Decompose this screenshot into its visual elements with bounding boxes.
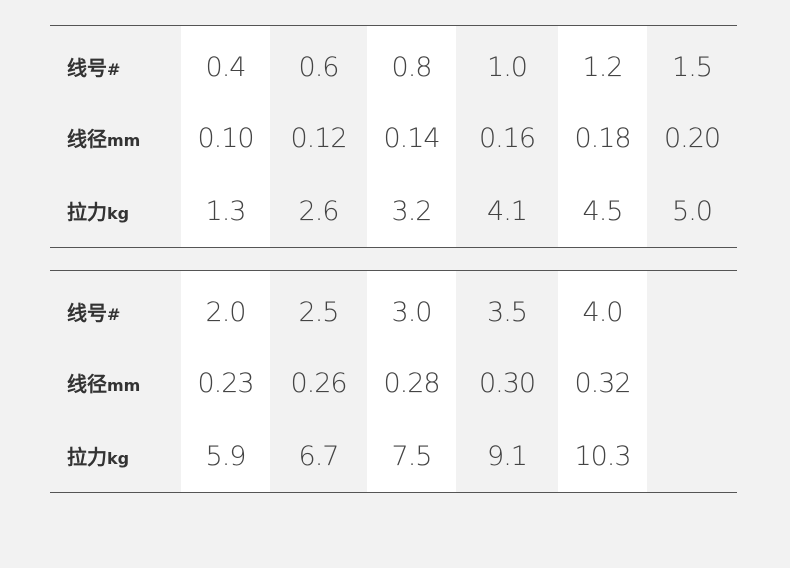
value-cell: 2.6 <box>298 196 340 227</box>
row-label: 线号# <box>67 48 120 88</box>
value-cell: 0.30 <box>478 368 536 399</box>
row-label: 线径mm <box>67 364 140 404</box>
value-cell: 1.3 <box>205 196 247 227</box>
label-text: 拉力 <box>67 200 107 224</box>
label-text: 线号 <box>67 301 107 325</box>
label-text: 线径 <box>67 372 107 396</box>
value-cell: 0.4 <box>205 52 247 83</box>
bottom-rule <box>50 492 737 493</box>
value-cell: 0.28 <box>383 368 440 399</box>
bottom-rule <box>50 247 737 248</box>
value-cell: 0.16 <box>478 123 536 154</box>
row-label: 线径mm <box>67 119 140 159</box>
value-cell: 0.8 <box>391 52 433 83</box>
value-cell: 0.32 <box>574 368 631 399</box>
row-label: 线号# <box>67 293 120 333</box>
value-cell: 0.6 <box>298 52 340 83</box>
top-rule <box>50 270 737 271</box>
column-stripe <box>181 271 270 492</box>
label-unit: kg <box>107 204 130 223</box>
column-stripe <box>181 26 270 247</box>
value-cell: 1.0 <box>487 52 528 83</box>
column-stripe <box>558 26 647 247</box>
top-rule <box>50 25 737 26</box>
row-label: 拉力kg <box>67 192 129 232</box>
value-cell: 4.1 <box>487 196 528 227</box>
value-cell: 0.12 <box>290 123 347 154</box>
value-cell: 5.9 <box>205 441 247 472</box>
value-cell: 4.5 <box>582 196 624 227</box>
row-label: 拉力kg <box>67 437 129 477</box>
value-cell: 1.5 <box>672 52 713 83</box>
value-cell: 4.0 <box>582 297 624 328</box>
value-cell: 9.1 <box>487 441 528 472</box>
label-text: 线径 <box>67 127 107 151</box>
value-cell: 7.5 <box>391 441 433 472</box>
value-cell: 0.10 <box>197 123 254 154</box>
column-stripe <box>367 26 456 247</box>
label-unit: mm <box>107 376 141 395</box>
label-unit: kg <box>107 449 130 468</box>
value-cell: 3.5 <box>487 297 528 328</box>
value-cell: 2.0 <box>205 297 247 328</box>
label-text: 线号 <box>67 56 107 80</box>
value-cell: 6.7 <box>298 441 340 472</box>
label-unit: # <box>107 305 121 324</box>
value-cell: 1.2 <box>582 52 624 83</box>
value-cell: 5.0 <box>672 196 713 227</box>
value-cell: 2.5 <box>298 297 340 328</box>
value-cell: 3.2 <box>391 196 433 227</box>
value-cell: 0.14 <box>383 123 440 154</box>
label-unit: mm <box>107 131 141 150</box>
value-cell: 0.26 <box>290 368 347 399</box>
value-cell: 0.18 <box>574 123 631 154</box>
label-text: 拉力 <box>67 445 107 469</box>
value-cell: 3.0 <box>391 297 433 328</box>
value-cell: 0.20 <box>663 123 721 154</box>
column-stripe <box>367 271 456 492</box>
column-stripe <box>558 271 647 492</box>
label-unit: # <box>107 60 121 79</box>
value-cell: 10.3 <box>574 441 631 472</box>
value-cell: 0.23 <box>197 368 254 399</box>
